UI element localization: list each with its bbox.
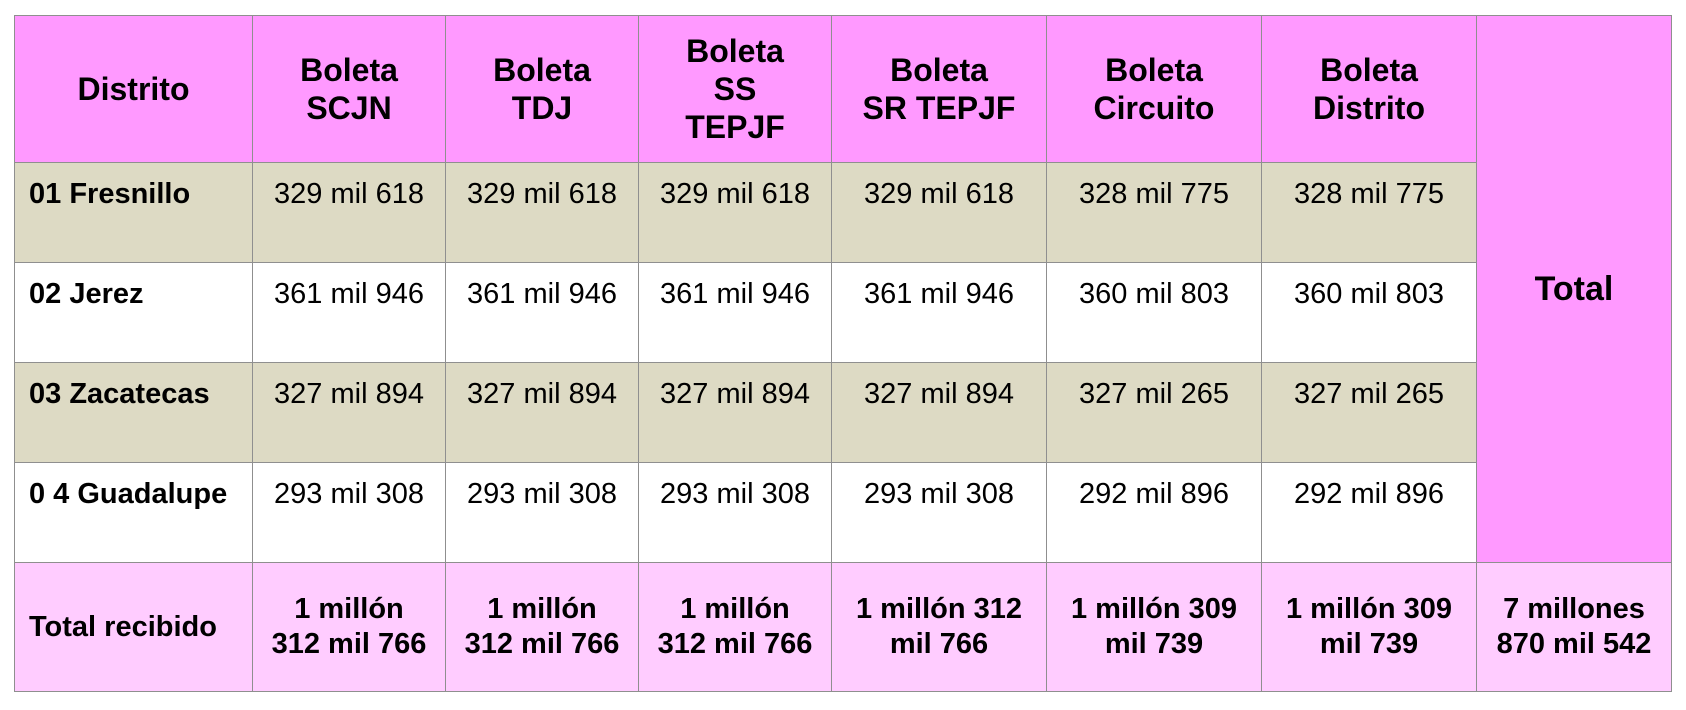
row-distrito-name: 03 Zacatecas: [14, 362, 253, 463]
header-boleta-tdj: Boleta TDJ: [445, 15, 639, 163]
cell-scjn: 293 mil 308: [252, 462, 446, 563]
cell-sr: 327 mil 894: [831, 362, 1047, 463]
cell-tdj: 293 mil 308: [445, 462, 639, 563]
cell-ss: 361 mil 946: [638, 262, 832, 363]
footer-distrito: 1 millón 309 mil 739: [1261, 562, 1477, 692]
row-distrito-name: 01 Fresnillo: [14, 162, 253, 263]
cell-ss: 327 mil 894: [638, 362, 832, 463]
cell-tdj: 361 mil 946: [445, 262, 639, 363]
cell-circuito: 360 mil 803: [1046, 262, 1262, 363]
footer-grand-total: 7 millones 870 mil 542: [1476, 562, 1672, 692]
footer-circuito: 1 millón 309 mil 739: [1046, 562, 1262, 692]
table-row: 0 4 Guadalupe 293 mil 308 293 mil 308 29…: [14, 462, 1672, 563]
footer-sr: 1 millón 312 mil 766: [831, 562, 1047, 692]
cell-distrito: 327 mil 265: [1261, 362, 1477, 463]
cell-scjn: 361 mil 946: [252, 262, 446, 363]
cell-scjn: 329 mil 618: [252, 162, 446, 263]
cell-tdj: 327 mil 894: [445, 362, 639, 463]
header-total: Total: [1476, 15, 1672, 563]
footer-label: Total recibido: [14, 562, 253, 692]
cell-ss: 329 mil 618: [638, 162, 832, 263]
cell-sr: 293 mil 308: [831, 462, 1047, 563]
row-distrito-name: 0 4 Guadalupe: [14, 462, 253, 563]
table-row: 03 Zacatecas 327 mil 894 327 mil 894 327…: [14, 362, 1672, 463]
header-distrito: Distrito: [14, 15, 253, 163]
cell-scjn: 327 mil 894: [252, 362, 446, 463]
cell-tdj: 329 mil 618: [445, 162, 639, 263]
table-row: 01 Fresnillo 329 mil 618 329 mil 618 329…: [14, 162, 1672, 263]
cell-sr: 361 mil 946: [831, 262, 1047, 363]
header-boleta-circuito: Boleta Circuito: [1046, 15, 1262, 163]
footer-scjn: 1 millón 312 mil 766: [252, 562, 446, 692]
header-boleta-scjn: Boleta SCJN: [252, 15, 446, 163]
footer-tdj: 1 millón 312 mil 766: [445, 562, 639, 692]
cell-ss: 293 mil 308: [638, 462, 832, 563]
header-row: Distrito Boleta SCJN Boleta TDJ Boleta SS TE…: [14, 15, 1672, 563]
header-boleta-ss-tepjf: Boleta SS TEPJF: [638, 15, 832, 163]
table-row: 02 Jerez 361 mil 946 361 mil 946 361 mil…: [14, 262, 1672, 363]
header-boleta-sr-tepjf: Boleta SR TEPJF: [831, 15, 1047, 163]
cell-distrito: 328 mil 775: [1261, 162, 1477, 263]
cell-distrito: 360 mil 803: [1261, 262, 1477, 363]
footer-row: Total recibido 1 millón 312 mil 766 1 mi…: [14, 562, 1672, 692]
footer-ss: 1 millón 312 mil 766: [638, 562, 832, 692]
cell-distrito: 292 mil 896: [1261, 462, 1477, 563]
cell-circuito: 328 mil 775: [1046, 162, 1262, 263]
header-boleta-distrito: Boleta Distrito: [1261, 15, 1477, 163]
ballot-table: Distrito Boleta SCJN Boleta TDJ Boleta SS TE…: [14, 15, 1672, 692]
cell-sr: 329 mil 618: [831, 162, 1047, 263]
row-distrito-name: 02 Jerez: [14, 262, 253, 363]
cell-circuito: 292 mil 896: [1046, 462, 1262, 563]
cell-circuito: 327 mil 265: [1046, 362, 1262, 463]
